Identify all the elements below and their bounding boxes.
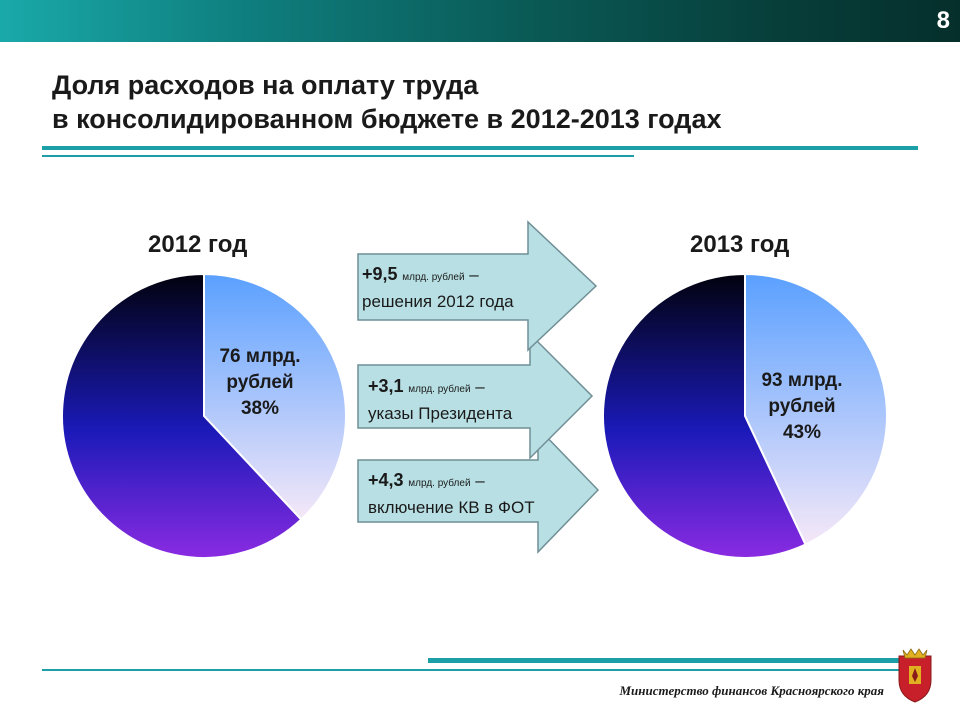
title-rule-thick (42, 146, 918, 150)
arrow-3-shape (357, 426, 600, 554)
arrow-2-text: +3,1 млрд. рублей – указы Президента (368, 374, 512, 426)
pie-2012-percent: 38% (240, 398, 280, 419)
arrow-2-unit: млрд. рублей (408, 384, 471, 395)
pie-2012 (61, 272, 348, 559)
footer-organization: Министерство финансов Красноярского края (619, 683, 885, 698)
pie-2013-label: 93 млрд. рублей 43% (732, 368, 872, 446)
arrow-1-shape (357, 220, 598, 352)
pie-2013-percent: 43% (782, 422, 822, 443)
pie-2013-slice-1 (744, 272, 888, 546)
arrow-3-desc: включение КВ в ФОТ (368, 498, 535, 517)
header-bar (0, 0, 960, 42)
page-number: 8 (936, 7, 950, 34)
footer-rule-thin (42, 669, 900, 671)
chart-title-2013: 2013 год (690, 231, 790, 258)
arrow-1-desc: решения 2012 года (362, 292, 514, 311)
arrow-1-dash: – (469, 265, 479, 284)
arrow-2-dash: – (475, 377, 485, 396)
pie-2013-slice-2 (602, 272, 807, 559)
arrow-3-dash: – (475, 471, 485, 490)
pie-2013 (602, 272, 888, 559)
arrow-3-unit: млрд. рублей (408, 478, 471, 489)
pie-2012-slice-1 (203, 272, 348, 521)
pie-2013-unit: рублей (768, 396, 836, 417)
arrow-2-amount: +3,1 (368, 376, 404, 396)
arrow-1-text: +9,5 млрд. рублей – решения 2012 года (362, 262, 514, 314)
pie-2012-amount: 76 млрд. (219, 346, 301, 367)
pie-2012-label: 76 млрд. рублей 38% (190, 344, 330, 422)
chart-title-2012: 2012 год (148, 231, 248, 258)
arrow-1-amount: +9,5 (362, 264, 398, 284)
title-rule-thin (42, 155, 634, 157)
arrow-1-unit: млрд. рублей (402, 272, 465, 283)
arrow-3-amount: +4,3 (368, 470, 404, 490)
pie-2012-slice-2 (61, 272, 303, 559)
footer-rule-thick (428, 658, 900, 663)
coat-of-arms-icon (898, 648, 932, 703)
arrow-2-desc: указы Президента (368, 404, 513, 423)
pie-2013-amount: 93 млрд. (761, 370, 843, 391)
title-line-1: Доля расходов на оплату труда (52, 70, 479, 100)
pie-2012-unit: рублей (226, 372, 294, 393)
arrow-2-shape (357, 332, 594, 460)
arrow-3-text: +4,3 млрд. рублей – включение КВ в ФОТ (368, 468, 535, 520)
page-title: Доля расходов на оплату труда в консолид… (52, 68, 932, 136)
title-line-2: в консолидированном бюджете в 2012-2013 … (52, 104, 722, 134)
